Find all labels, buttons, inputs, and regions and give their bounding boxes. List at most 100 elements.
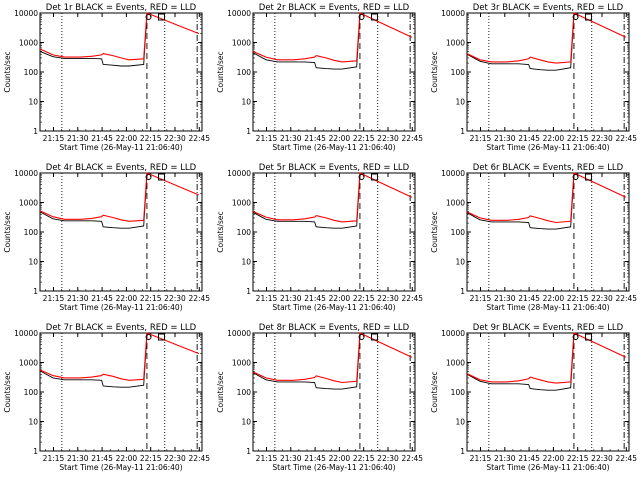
plot-frame xyxy=(252,12,416,132)
y-tick-label: 1 xyxy=(246,447,251,456)
x-tick-label: 21:15 xyxy=(43,134,65,143)
x-tick-label: 21:30 xyxy=(67,294,89,303)
x-tick-label: 21:45 xyxy=(91,294,113,303)
panel-title: Det 8r BLACK = Events, RED = LLD xyxy=(259,323,410,333)
events-series-line xyxy=(39,12,149,67)
x-tick-label: 22:15 xyxy=(567,294,589,303)
events-series-line xyxy=(252,332,362,390)
x-axis-label: Start Time (26-May-11 21:06:40) xyxy=(486,143,609,152)
panel-title: Det 3r BLACK = Events, RED = LLD xyxy=(473,3,624,13)
circle-marker xyxy=(145,174,152,180)
x-tick-label: 22:45 xyxy=(401,454,423,463)
y-tick-label: 100 xyxy=(24,228,39,237)
x-axis-label: Start Time (26-May-11 21:06:40) xyxy=(272,303,395,312)
x-tick-label: 22:30 xyxy=(591,134,613,143)
y-tick-label: 1 xyxy=(33,287,38,296)
x-tick-label: 21:15 xyxy=(470,454,492,463)
x-tick-label: 22:15 xyxy=(140,454,162,463)
y-axis-label: Counts/sec xyxy=(216,211,225,252)
y-tick-label: 10 xyxy=(28,258,38,267)
x-tick-label: 21:30 xyxy=(67,134,89,143)
events-series-line xyxy=(252,172,362,229)
x-tick-label: 22:00 xyxy=(543,134,565,143)
events-series-line xyxy=(39,172,149,229)
y-tick-label: 1000 xyxy=(446,199,465,208)
x-tick-label: 22:45 xyxy=(188,454,210,463)
square-marker xyxy=(585,333,592,341)
plot-frame xyxy=(252,332,416,452)
x-tick-label: 21:30 xyxy=(494,134,516,143)
x-tick-label: 21:45 xyxy=(91,134,113,143)
detector-panel-9: Det 9r BLACK = Events, RED = LLD 1 10 100 10… xyxy=(430,323,637,472)
x-tick-label: 22:00 xyxy=(543,454,565,463)
x-tick-label: 21:15 xyxy=(43,454,65,463)
lld-series-line xyxy=(39,12,200,61)
circle-marker xyxy=(145,334,152,340)
circle-marker xyxy=(358,14,365,20)
x-tick-label: 21:45 xyxy=(518,454,540,463)
x-tick-label: 21:30 xyxy=(280,294,302,303)
y-tick-label: 1000 xyxy=(19,359,38,368)
detector-panel-6: Det 6r BLACK = Events, RED = LLD 1 10 100 10… xyxy=(430,163,637,312)
x-tick-label: 22:45 xyxy=(615,134,637,143)
y-tick-label: 100 xyxy=(451,68,466,77)
detector-panel-8: Det 8r BLACK = Events, RED = LLD 1 10 100 10… xyxy=(216,323,423,472)
x-tick-label: 22:15 xyxy=(567,454,589,463)
x-tick-label: 22:00 xyxy=(329,454,351,463)
lld-series-line xyxy=(466,332,627,384)
panel-title: Det 9r BLACK = Events, RED = LLD xyxy=(473,323,624,333)
y-tick-label: 1000 xyxy=(232,39,251,48)
square-marker xyxy=(371,13,378,21)
y-tick-label: 10000 xyxy=(441,329,465,338)
y-tick-label: 1 xyxy=(460,127,465,136)
y-tick-label: 10 xyxy=(455,258,465,267)
x-tick-label: 21:30 xyxy=(280,454,302,463)
x-tick-label: 21:30 xyxy=(494,294,516,303)
x-tick-label: 21:30 xyxy=(67,454,89,463)
circle-marker xyxy=(572,334,579,340)
plot-frame xyxy=(466,12,630,132)
y-tick-label: 1 xyxy=(460,447,465,456)
x-tick-label: 22:30 xyxy=(164,294,186,303)
x-axis-label: Start Time (26-May-11 21:06:40) xyxy=(272,463,395,472)
y-tick-label: 10 xyxy=(28,98,38,107)
x-tick-label: 22:00 xyxy=(543,294,565,303)
plot-frame xyxy=(39,172,203,292)
y-tick-label: 100 xyxy=(24,388,39,397)
y-tick-label: 10000 xyxy=(227,9,251,18)
x-tick-label: 22:30 xyxy=(591,294,613,303)
y-tick-label: 10 xyxy=(455,418,465,427)
y-axis-label: Counts/sec xyxy=(430,371,439,412)
x-tick-label: 22:00 xyxy=(329,294,351,303)
x-axis-label: Start Time (26-May-11 21:06:40) xyxy=(272,143,395,152)
x-tick-label: 21:15 xyxy=(470,134,492,143)
panel-title: Det 6r BLACK = Events, RED = LLD xyxy=(473,163,624,173)
plot-frame xyxy=(252,172,416,292)
y-axis-label: Counts/sec xyxy=(216,371,225,412)
square-marker xyxy=(371,333,378,341)
square-marker xyxy=(585,173,592,181)
plot-frame xyxy=(466,172,630,292)
x-tick-label: 22:00 xyxy=(116,454,138,463)
x-tick-label: 21:45 xyxy=(304,134,326,143)
plot-frame xyxy=(39,12,203,132)
x-tick-label: 21:30 xyxy=(280,134,302,143)
x-tick-label: 21:30 xyxy=(494,454,516,463)
x-tick-label: 22:15 xyxy=(353,294,375,303)
x-axis-label: Start Time (28-May-11 21:06:40) xyxy=(486,303,609,312)
y-tick-label: 10 xyxy=(241,258,251,267)
events-series-line xyxy=(466,12,576,71)
x-tick-label: 21:15 xyxy=(470,294,492,303)
y-tick-label: 1000 xyxy=(232,199,251,208)
x-axis-label: Start Time (26-May-11 21:06:40) xyxy=(59,463,182,472)
y-tick-label: 10000 xyxy=(227,329,251,338)
y-tick-label: 10000 xyxy=(14,169,38,178)
x-tick-label: 22:30 xyxy=(377,454,399,463)
square-marker xyxy=(371,173,378,181)
y-axis-label: Counts/sec xyxy=(3,371,12,412)
events-series-line xyxy=(252,12,362,70)
y-tick-label: 10 xyxy=(241,418,251,427)
events-series-line xyxy=(39,332,149,388)
x-tick-label: 22:30 xyxy=(164,454,186,463)
square-marker xyxy=(158,333,165,341)
